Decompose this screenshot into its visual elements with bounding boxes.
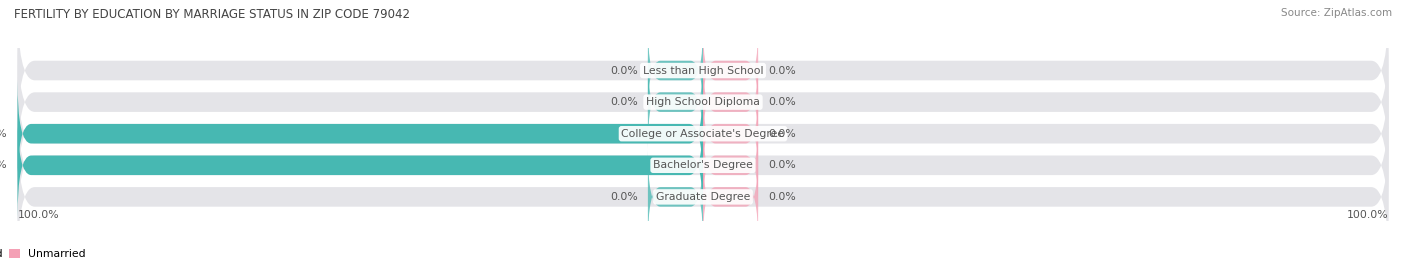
Text: 0.0%: 0.0% [610, 192, 637, 202]
Text: 100.0%: 100.0% [17, 210, 59, 220]
FancyBboxPatch shape [17, 33, 1389, 171]
FancyBboxPatch shape [703, 23, 758, 118]
FancyBboxPatch shape [17, 112, 703, 219]
FancyBboxPatch shape [648, 23, 703, 118]
FancyBboxPatch shape [17, 128, 1389, 266]
Text: 0.0%: 0.0% [769, 129, 796, 139]
Text: Source: ZipAtlas.com: Source: ZipAtlas.com [1281, 8, 1392, 18]
Text: High School Diploma: High School Diploma [647, 97, 759, 107]
Text: Less than High School: Less than High School [643, 66, 763, 76]
FancyBboxPatch shape [703, 150, 758, 244]
FancyBboxPatch shape [648, 150, 703, 244]
Text: 0.0%: 0.0% [769, 160, 796, 170]
FancyBboxPatch shape [703, 87, 758, 181]
Legend: Married, Unmarried: Married, Unmarried [0, 245, 90, 263]
Text: Bachelor's Degree: Bachelor's Degree [652, 160, 754, 170]
Text: 0.0%: 0.0% [769, 66, 796, 76]
FancyBboxPatch shape [17, 1, 1389, 140]
Text: College or Associate's Degree: College or Associate's Degree [621, 129, 785, 139]
Text: 100.0%: 100.0% [1347, 210, 1389, 220]
Text: 0.0%: 0.0% [769, 192, 796, 202]
FancyBboxPatch shape [17, 65, 1389, 203]
FancyBboxPatch shape [17, 80, 703, 187]
FancyBboxPatch shape [17, 96, 1389, 235]
Text: 100.0%: 100.0% [0, 129, 7, 139]
Text: Graduate Degree: Graduate Degree [655, 192, 751, 202]
Text: 100.0%: 100.0% [0, 160, 7, 170]
Text: FERTILITY BY EDUCATION BY MARRIAGE STATUS IN ZIP CODE 79042: FERTILITY BY EDUCATION BY MARRIAGE STATU… [14, 8, 411, 21]
Text: 0.0%: 0.0% [610, 66, 637, 76]
FancyBboxPatch shape [703, 55, 758, 149]
Text: 0.0%: 0.0% [610, 97, 637, 107]
FancyBboxPatch shape [648, 55, 703, 149]
Text: 0.0%: 0.0% [769, 97, 796, 107]
FancyBboxPatch shape [703, 118, 758, 212]
